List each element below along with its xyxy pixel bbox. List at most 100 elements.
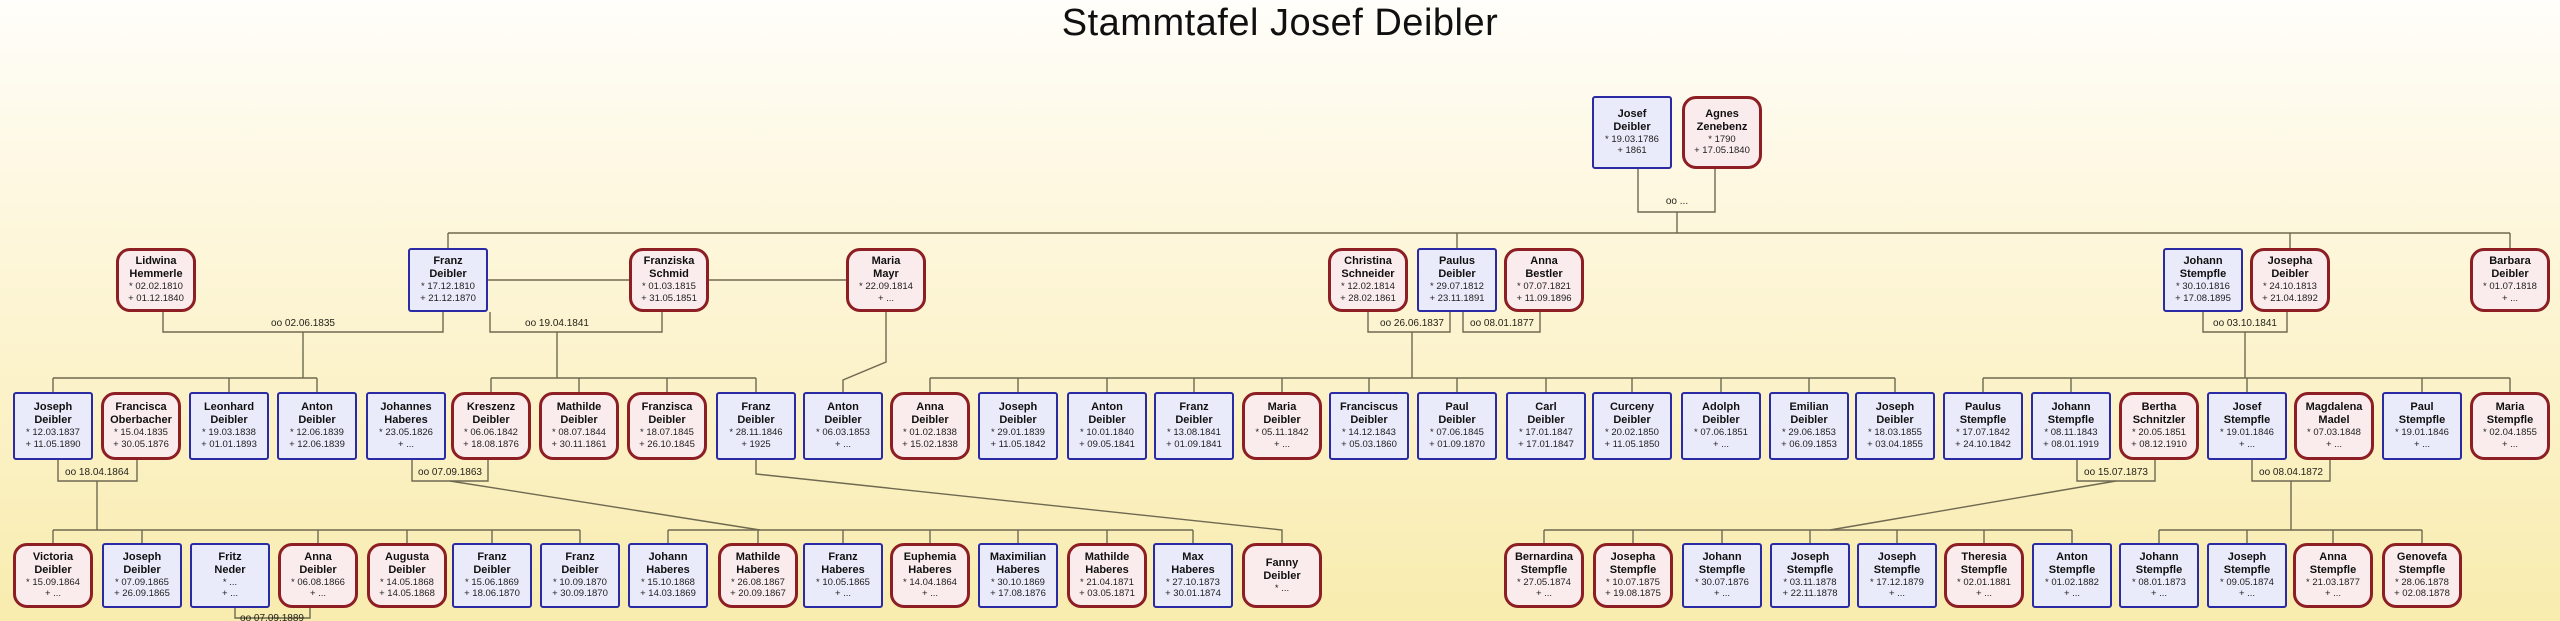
person-first-name: Johann (2051, 401, 2091, 414)
person-box[interactable]: Carl Deibler * 17.01.1847 + 17.01.1847 (1506, 392, 1586, 460)
person-box[interactable]: Joseph Deibler * 12.03.1837 + 11.05.1890 (13, 392, 93, 460)
person-box[interactable]: Agnes Zenebenz * 1790 + 17.05.1840 (1682, 96, 1762, 169)
person-first-name: Maximilian (989, 550, 1047, 563)
person-death-date: + 09.05.1841 (1079, 438, 1135, 450)
person-box[interactable]: Anton Stempfle * 01.02.1882 + ... (2032, 543, 2112, 608)
person-death-date: + ... (2325, 438, 2343, 450)
marriage-label: oo 19.04.1841 (525, 318, 589, 329)
person-first-name: Joseph (1790, 550, 1830, 563)
person-first-name: Josepha (2267, 255, 2313, 268)
person-last-name: Haberes (736, 563, 780, 576)
person-birth-date: * 12.02.1814 (1341, 281, 1395, 293)
person-box[interactable]: Anna Deibler * 01.02.1838 + 15.02.1838 (890, 392, 970, 460)
person-box[interactable]: Franz Deibler * 28.11.1846 + 1925 (716, 392, 796, 460)
person-box[interactable]: Augusta Deibler * 14.05.1868 + 14.05.1868 (367, 543, 447, 608)
person-box[interactable]: Francisca Oberbacher * 15.04.1835 + 30.05.1… (101, 392, 181, 460)
person-box[interactable]: Kreszenz Deibler * 06.06.1842 + 18.08.1876 (451, 392, 531, 460)
person-box[interactable]: Franz Deibler * 17.12.1810 + 21.12.1870 (408, 248, 488, 312)
person-box[interactable]: Johann Stempfle * 08.01.1873 + ... (2119, 543, 2199, 608)
person-box[interactable]: Paulus Stempfle * 17.07.1842 + 24.10.1842 (1943, 392, 2023, 460)
person-last-name: Stempfle (1520, 563, 1568, 576)
person-box[interactable]: Joseph Stempfle * 09.05.1874 + ... (2207, 543, 2287, 608)
person-box[interactable]: Johann Haberes * 15.10.1868 + 14.03.1869 (628, 543, 708, 608)
person-box[interactable]: Joseph Deibler * 07.09.1865 + 26.09.1865 (102, 543, 182, 608)
person-first-name: Victoria (32, 550, 74, 563)
person-death-date: + ... (2324, 588, 2342, 600)
person-first-name: Johann (2139, 550, 2179, 563)
person-box[interactable]: Franz Deibler * 13.08.1841 + 01.09.1841 (1154, 392, 1234, 460)
person-box[interactable]: Franz Deibler * 15.06.1869 + 18.06.1870 (452, 543, 532, 608)
connector-line (449, 480, 761, 531)
person-box[interactable]: Joseph Deibler * 29.01.1839 + 11.05.1842 (978, 392, 1058, 460)
person-box[interactable]: Paul Stempfle * 19.01.1846 + ... (2382, 392, 2462, 460)
person-box[interactable]: Mathilde Deibler * 08.07.1844 + 30.11.1861 (539, 392, 619, 460)
person-box[interactable]: Franz Haberes * 10.05.1865 + ... (803, 543, 883, 608)
person-birth-date: * 23.05.1826 (379, 427, 433, 439)
person-box[interactable]: Emilian Deibler * 29.06.1853 + 06.09.1853 (1769, 392, 1849, 460)
person-box[interactable]: Johann Stempfle * 30.10.1816 + 17.08.1895 (2163, 248, 2243, 312)
person-box[interactable]: Maria Stempfle * 02.04.1855 + ... (2470, 392, 2550, 460)
person-box[interactable]: Franzisca Deibler * 18.07.1845 + 26.10.1845 (627, 392, 707, 460)
person-box[interactable]: Euphemia Haberes * 14.04.1864 + ... (890, 543, 970, 608)
person-box[interactable]: Lidwina Hemmerle * 02.02.1810 + 01.12.1840 (116, 248, 196, 312)
person-first-name: Kreszenz (466, 401, 516, 414)
person-box[interactable]: Theresia Stempfle * 02.01.1881 + ... (1944, 543, 2024, 608)
person-box[interactable]: Maria Deibler * 05.11.1842 + ... (1242, 392, 1322, 460)
person-box[interactable]: Joseph Stempfle * 17.12.1879 + ... (1857, 543, 1937, 608)
person-death-date: + 06.09.1853 (1781, 438, 1837, 450)
person-box[interactable]: Anna Bestler * 07.07.1821 + 11.09.1896 (1504, 248, 1584, 312)
marriage-label: oo 07.09.1863 (418, 467, 482, 478)
person-box[interactable]: Maximilian Haberes * 30.10.1869 + 17.08.187… (978, 543, 1058, 608)
person-box[interactable]: Anna Deibler * 06.08.1866 + ... (278, 543, 358, 608)
person-box[interactable]: Mathilde Haberes * 21.04.1871 + 03.05.1871 (1067, 543, 1147, 608)
person-box[interactable]: Josef Deibler * 19.03.1786 + 1861 (1592, 96, 1672, 169)
person-death-date: + 18.08.1876 (463, 438, 519, 450)
person-first-name: Johann (648, 550, 688, 563)
person-box[interactable]: Leonhard Deibler * 19.03.1838 + 01.01.1893 (189, 392, 269, 460)
person-box[interactable]: Franz Deibler * 10.09.1870 + 30.09.1870 (540, 543, 620, 608)
person-box[interactable]: Franziska Schmid * 01.03.1815 + 31.05.1851 (629, 248, 709, 312)
person-box[interactable]: Josepha Deibler * 24.10.1813 + 21.04.1892 (2250, 248, 2330, 312)
person-first-name: Josef (2232, 401, 2262, 414)
person-death-date: + 26.09.1865 (114, 588, 170, 600)
person-box[interactable]: Christina Schneider * 12.02.1814 + 28.02.18… (1328, 248, 1408, 312)
person-birth-date: * 22.09.1814 (859, 281, 913, 293)
person-box[interactable]: Paulus Deibler * 29.07.1812 + 23.11.1891 (1417, 248, 1497, 312)
person-box[interactable]: Genovefa Stempfle * 28.06.1878 + 02.08.1878 (2382, 543, 2462, 608)
person-box[interactable]: Magdalena Madel * 07.03.1848 + ... (2294, 392, 2374, 460)
person-first-name: Bernardina (1514, 550, 1574, 563)
person-birth-date: * 19.03.1838 (202, 427, 256, 439)
person-first-name: Genovefa (2396, 550, 2448, 563)
person-box[interactable]: Adolph Deibler * 07.06.1851 + ... (1681, 392, 1761, 460)
person-last-name: Deibler (1613, 414, 1651, 427)
person-box[interactable]: Josepha Stempfle * 10.07.1875 + 19.08.1875 (1593, 543, 1673, 608)
person-box[interactable]: Anton Deibler * 12.06.1839 + 12.06.1839 (277, 392, 357, 460)
person-box[interactable]: Mathilde Haberes * 26.08.1867 + 20.09.1867 (718, 543, 798, 608)
person-last-name: Deibler (2271, 268, 2309, 281)
person-box[interactable]: Bernardina Stempfle * 27.05.1874 + ... (1504, 543, 1584, 608)
person-box[interactable]: Johann Stempfle * 30.07.1876 + ... (1682, 543, 1762, 608)
person-box[interactable]: Victoria Deibler * 15.09.1864 + ... (13, 543, 93, 608)
person-box[interactable]: Fritz Neder * ... + ... (190, 543, 270, 608)
person-box[interactable]: Anton Deibler * 10.01.1840 + 09.05.1841 (1067, 392, 1147, 460)
connector-line (234, 608, 311, 619)
person-box[interactable]: Joseph Deibler * 18.03.1855 + 03.04.1855 (1855, 392, 1935, 460)
person-box[interactable]: Barbara Deibler * 01.07.1818 + ... (2470, 248, 2550, 312)
person-death-date: + 03.04.1855 (1867, 438, 1923, 450)
person-box[interactable]: Max Haberes * 27.10.1873 + 30.01.1874 (1153, 543, 1233, 608)
person-box[interactable]: Anna Stempfle * 21.03.1877 + ... (2293, 543, 2373, 608)
connector-line (489, 312, 663, 333)
person-box[interactable]: Bertha Schnitzler * 20.05.1851 + 08.12.1910 (2119, 392, 2199, 460)
person-box[interactable]: Johannes Haberes * 23.05.1826 + ... (366, 392, 446, 460)
person-box[interactable]: Maria Mayr * 22.09.1814 + ... (846, 248, 926, 312)
person-box[interactable]: Fanny Deibler * ... (1242, 543, 1322, 608)
person-box[interactable]: Curceny Deibler * 20.02.1850 + 11.05.1850 (1592, 392, 1672, 460)
person-last-name: Haberes (908, 563, 952, 576)
person-first-name: Leonhard (203, 401, 255, 414)
person-box[interactable]: Franciscus Deibler * 14.12.1843 + 05.03.186… (1329, 392, 1409, 460)
person-box[interactable]: Anton Deibler * 06.03.1853 + ... (803, 392, 883, 460)
person-box[interactable]: Joseph Stempfle * 03.11.1878 + 22.11.1878 (1770, 543, 1850, 608)
person-box[interactable]: Paul Deibler * 07.06.1845 + 01.09.1870 (1417, 392, 1497, 460)
person-box[interactable]: Johann Stempfle * 08.11.1843 + 08.01.1919 (2031, 392, 2111, 460)
person-box[interactable]: Josef Stempfle * 19.01.1846 + ... (2207, 392, 2287, 460)
